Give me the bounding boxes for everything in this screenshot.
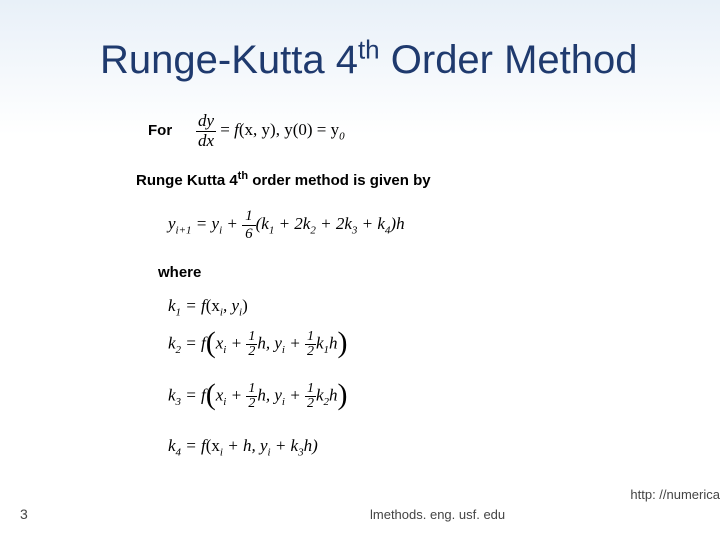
k4open: (x: [206, 436, 220, 455]
pk4: + k: [357, 214, 385, 233]
frac-dydx: dy dx: [196, 112, 216, 150]
given-by-label: Runge Kutta 4th order method is given by: [136, 172, 431, 189]
frac-num: dy: [196, 112, 216, 132]
k3eq: = f: [181, 385, 206, 404]
slide: Runge-Kutta 4th Order Method For dy dx =…: [0, 0, 720, 540]
k4k: k: [168, 436, 176, 455]
for-label: For: [148, 122, 172, 139]
k3p2: +: [285, 385, 305, 404]
equation-ode: dy dx = f(x, y), y(0) = y0: [196, 112, 345, 150]
openk: (k: [256, 214, 269, 233]
k2p: +: [226, 333, 246, 352]
given-sup: th: [238, 170, 248, 182]
page-number: 3: [20, 506, 28, 522]
eq-y: = y: [192, 214, 220, 233]
equation-k1: k1 = f(xi, yi): [168, 296, 248, 316]
ip1: i+1: [176, 224, 192, 236]
den6: 6: [242, 226, 256, 243]
k3k: k: [168, 385, 176, 404]
k4hc: h): [304, 436, 318, 455]
k1eq: = f: [181, 296, 206, 315]
footer-center: lmethods. eng. usf. edu: [370, 507, 505, 522]
ode-y0a: (0) = y: [293, 120, 339, 139]
plus: +: [222, 214, 242, 233]
equation-k4: k4 = f(xi + h, yi + k3h): [168, 436, 318, 456]
given-pre: Runge Kutta 4: [136, 172, 238, 189]
k2p2: +: [285, 333, 305, 352]
k3p: +: [226, 385, 246, 404]
k3f2: 12: [305, 382, 316, 411]
title-pre: Runge-Kutta 4: [100, 38, 358, 82]
k1open: (x: [206, 296, 220, 315]
where-label: where: [158, 264, 201, 281]
k3f1: 12: [246, 382, 257, 411]
title-sup: th: [358, 35, 380, 65]
k2f2: 12: [305, 330, 316, 359]
equation-k3: k3 = f(xi + 12h, yi + 12k2h): [168, 382, 347, 411]
slide-title: Runge-Kutta 4th Order Method: [100, 38, 638, 83]
ode-xy: (x, y), y: [239, 120, 293, 139]
given-post: order method is given by: [248, 172, 431, 189]
ode-y0b: 0: [339, 130, 345, 142]
k4pk3: + k: [271, 436, 299, 455]
p2k2: + 2k: [274, 214, 310, 233]
closeh: )h: [390, 214, 404, 233]
k2f1: 12: [246, 330, 257, 359]
footer-right: http: //numerica: [630, 487, 720, 502]
num1: 1: [242, 208, 256, 226]
k2eq: = f: [181, 333, 206, 352]
k4ph: + h, y: [223, 436, 268, 455]
frac-16: 16: [242, 208, 256, 242]
equation-main: yi+1 = yi + 16(k1 + 2k2 + 2k3 + k4)h: [168, 208, 405, 242]
equation-k2: k2 = f(xi + 12h, yi + 12k1h): [168, 330, 347, 359]
k1cl: ): [242, 296, 248, 315]
p2k3: + 2k: [316, 214, 352, 233]
frac-den: dx: [196, 132, 216, 151]
y: y: [168, 214, 176, 233]
k2hy: h, y: [257, 333, 282, 352]
title-post: Order Method: [380, 38, 638, 82]
k1k: k: [168, 296, 176, 315]
k4eq: = f: [181, 436, 206, 455]
k1cy: , y: [223, 296, 239, 315]
k3hy: h, y: [257, 385, 282, 404]
k2k: k: [168, 333, 176, 352]
